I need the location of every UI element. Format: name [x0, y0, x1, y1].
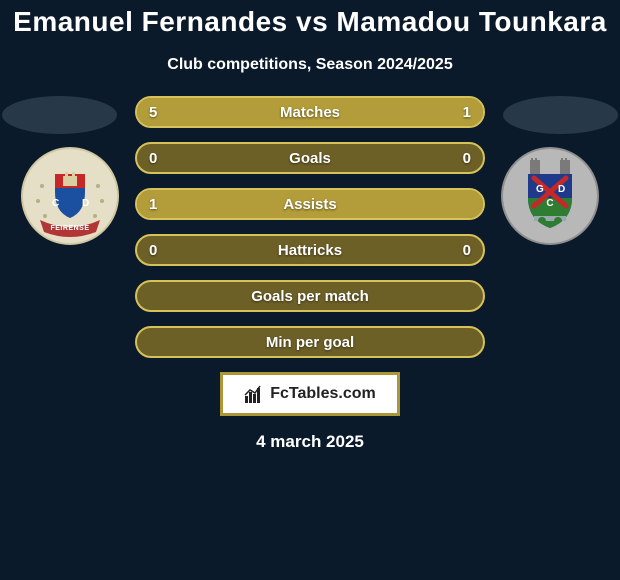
badge-banner-text: FEIRENSE	[50, 225, 89, 232]
svg-text:G: G	[536, 184, 544, 195]
stat-value-left: 0	[149, 144, 157, 172]
chaves-crest-icon: G D C	[500, 146, 600, 246]
fctables-logo-icon	[244, 384, 264, 404]
page-title: Emanuel Fernandes vs Mamadou Tounkara	[0, 6, 620, 38]
stat-value-right: 0	[463, 236, 471, 264]
svg-text:C: C	[52, 198, 59, 209]
svg-text:D: D	[558, 184, 565, 195]
stat-row: Goals per match	[135, 280, 485, 312]
club-badge-right: G D C	[500, 146, 600, 246]
stat-label: Assists	[137, 190, 483, 218]
stat-label: Min per goal	[137, 328, 483, 356]
stat-row: Hattricks0 0	[135, 234, 485, 266]
stat-row: Assists1	[135, 188, 485, 220]
comparison-card: Emanuel Fernandes vs Mamadou Tounkara Cl…	[0, 0, 620, 452]
stat-bars: Matches51Goals00Assists1Hattricks00Goals…	[135, 96, 485, 358]
stat-value-right: 0	[463, 144, 471, 172]
stat-value-right: 1	[463, 98, 471, 126]
brand-text: FcTables.com	[270, 385, 376, 403]
stat-row: Min per goal	[135, 326, 485, 358]
stat-row: Goals0 0	[135, 142, 485, 174]
comparison-stage: C D FEIRENSE	[0, 96, 620, 358]
player-halo-left	[2, 96, 117, 134]
player-halo-right	[503, 96, 618, 134]
subtitle: Club competitions, Season 2024/2025	[0, 56, 620, 74]
svg-text:D: D	[82, 198, 89, 209]
stat-value-left: 0	[149, 236, 157, 264]
stat-label: Matches	[137, 98, 483, 126]
brand-badge: FcTables.com	[220, 372, 400, 416]
stat-label: Hattricks	[137, 236, 483, 264]
stat-label: Goals	[137, 144, 483, 172]
date-label: 4 march 2025	[0, 432, 620, 452]
club-badge-left: C D FEIRENSE	[20, 146, 120, 246]
svg-text:C: C	[546, 198, 553, 209]
stat-value-left: 5	[149, 98, 157, 126]
stat-row: Matches5 1	[135, 96, 485, 128]
stat-label: Goals per match	[137, 282, 483, 310]
stat-value-left: 1	[149, 190, 157, 218]
feirense-crest-icon: C D FEIRENSE	[20, 146, 120, 246]
